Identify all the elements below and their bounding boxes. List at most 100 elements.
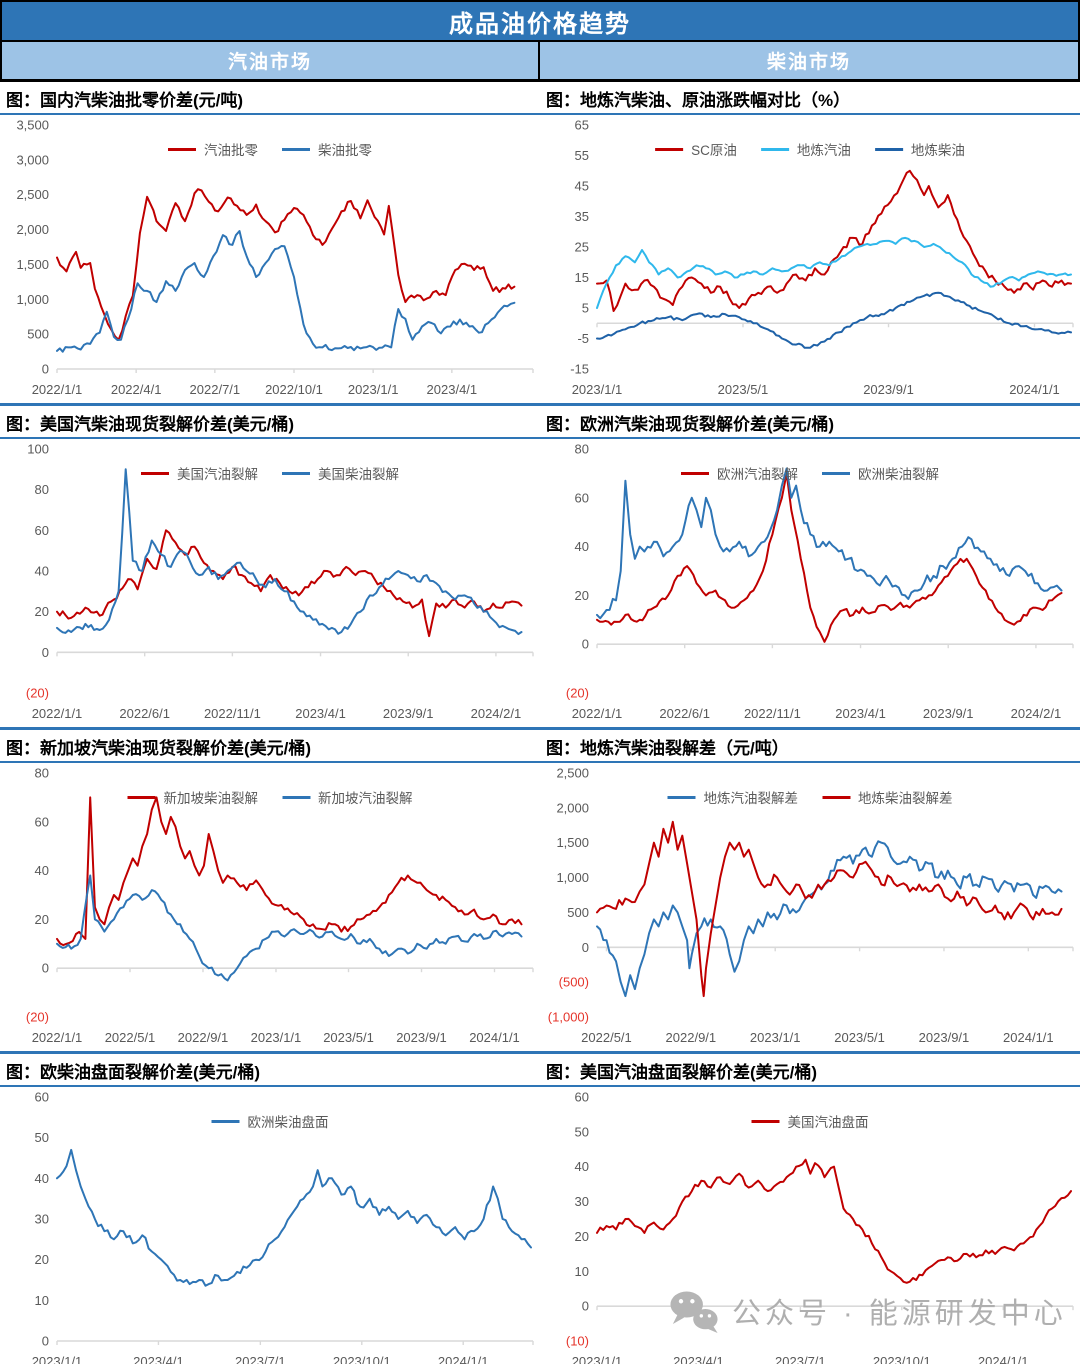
x-axis-label: 2023/4/1 [295, 706, 346, 721]
y-axis-label: 40 [575, 539, 589, 554]
chart-canvas-refinery-crack-spread: 2,500 2,000 1,500 1,000 500 0 (500) (1,000) 2022… [548, 766, 1074, 1045]
x-axis-label: 2022/11/1 [744, 706, 801, 721]
y-axis-label: 2,000 [556, 800, 589, 815]
x-axis-label: 2023/10/1 [873, 1354, 931, 1364]
legend-label: 美国汽油盘面 [787, 1115, 869, 1130]
series-line-1 [56, 468, 523, 636]
legend-swatch [282, 147, 310, 151]
legend-swatch [168, 147, 196, 151]
series-line-0 [56, 1148, 532, 1287]
legend-swatch [822, 471, 850, 475]
y-axis-label: 20 [35, 604, 49, 619]
x-axis-label: 2022/5/1 [581, 1030, 632, 1045]
y-axis-label: 100 [27, 442, 49, 457]
market-column-headers: 汽油市场 柴油市场 [0, 42, 1080, 82]
legend-label: 美国柴油裂解 [318, 467, 399, 482]
chart-row-3-titles: 图：新加坡汽柴油现货裂解价差(美元/桶) 图：地炼汽柴油裂解差（元/吨） [0, 730, 1080, 763]
chart-row-1: 图：国内汽柴油批零价差(元/吨) 图：地炼汽柴油、原油涨跌幅对比（%） 3,50… [0, 82, 1080, 406]
x-axis-label: 2023/10/1 [333, 1354, 391, 1364]
y-axis-label: 3,500 [16, 118, 49, 133]
y-axis-label: 500 [567, 905, 589, 920]
y-axis-label: 25 [575, 240, 589, 255]
x-axis-label: 2022/5/1 [105, 1030, 156, 1045]
chart-title-us-gasoline-futures-crack: 图：美国汽油盘面裂解价差(美元/桶) [546, 1063, 818, 1082]
chart-canvas-us-spot-crack: 100 80 60 40 20 0 (20) 2022/1/1 2022/6/1 2022/11/… [26, 442, 534, 721]
legend-item: 新加坡汽油裂解 [282, 787, 413, 807]
chart-us-gasoline-futures-crack: 60 50 40 30 20 10 0 (10) 2023/1/1 2023/4/1 2023/7/… [540, 1087, 1080, 1364]
series-line-1 [596, 467, 1063, 620]
y-axis-label: 2,500 [16, 187, 49, 202]
x-axis-label: 2022/1/1 [32, 382, 83, 397]
series-line-1 [596, 820, 1063, 998]
legend-label: 柴油批零 [318, 143, 372, 158]
legend-label: 地炼汽油裂解差 [703, 791, 799, 806]
x-axis-label: 2023/9/1 [863, 382, 914, 397]
y-axis-label: 40 [35, 564, 49, 579]
series-line-1 [596, 236, 1072, 309]
legend-swatch [141, 471, 169, 475]
y-axis-label: 35 [575, 209, 589, 224]
legend-swatch [822, 795, 850, 799]
x-axis-label: 2024/1/1 [978, 1354, 1029, 1364]
y-axis-label: (20) [26, 1010, 49, 1025]
x-axis-label: 2023/4/1 [673, 1354, 724, 1364]
y-axis-label: 80 [35, 482, 49, 497]
y-axis-label: 10 [35, 1293, 49, 1308]
legend-europe-diesel-futures-crack: 欧洲柴油盘面 [211, 1111, 329, 1131]
series-line-0 [56, 529, 523, 638]
x-axis-label: 2023/4/1 [427, 382, 478, 397]
legend-item: 美国汽油盘面 [751, 1111, 869, 1131]
page-title: 成品油价格趋势 [0, 0, 1080, 42]
x-axis-label: 2024/2/1 [471, 706, 522, 721]
chart-canvas-singapore-spot-crack: 80 60 40 20 0 (20) 2022/1/1 2022/5/1 2022/9/1 202… [26, 766, 534, 1045]
column-header-diesel-market: 柴油市场 [540, 42, 1078, 79]
y-axis-label: 60 [575, 490, 589, 505]
x-axis-label: 2022/4/1 [111, 382, 162, 397]
legend-item: 柴油批零 [282, 139, 372, 159]
x-axis-label: 2023/5/1 [323, 1030, 374, 1045]
y-axis-label: 2,500 [556, 766, 589, 781]
y-axis-label: (1,000) [548, 1010, 589, 1025]
legend-swatch [211, 1119, 240, 1123]
legend-item: 地炼柴油 [874, 139, 965, 159]
x-axis-label: 2023/1/1 [251, 1030, 302, 1045]
chart-canvas-europe-spot-crack: 80 60 40 20 0 (20) 2022/1/1 2022/6/1 2022/11/1 20… [566, 442, 1074, 721]
x-axis-label: 2024/1/1 [1009, 382, 1060, 397]
legend-label: 新加坡汽油裂解 [318, 791, 413, 806]
legend-europe-spot-crack: 欧洲汽油裂解 欧洲柴油裂解 [681, 463, 939, 483]
x-axis-label: 2023/4/1 [133, 1354, 184, 1364]
column-header-gasoline-market: 汽油市场 [2, 42, 540, 79]
legend-item: 欧洲汽油裂解 [681, 463, 798, 483]
y-axis-label: 55 [575, 148, 589, 163]
y-axis-label: 5 [582, 301, 589, 316]
legend-label: 地炼汽油 [796, 143, 851, 158]
y-axis-label: 40 [575, 1159, 589, 1174]
y-axis-label: 30 [575, 1194, 589, 1209]
legend-label: 欧洲柴油盘面 [247, 1115, 329, 1130]
y-axis-label: 60 [35, 523, 49, 538]
y-axis-label: 0 [582, 1299, 589, 1314]
chart-row-3: 图：新加坡汽柴油现货裂解价差(美元/桶) 图：地炼汽柴油裂解差（元/吨） 80 6… [0, 730, 1080, 1054]
y-axis-label: 60 [575, 1090, 589, 1105]
legend-item: 地炼汽油 [760, 139, 851, 159]
y-axis-label: -5 [577, 331, 589, 346]
x-axis-label: 2023/9/1 [923, 706, 974, 721]
legend-item: 欧洲柴油裂解 [822, 463, 939, 483]
y-axis-label: (20) [566, 686, 589, 701]
y-axis-label: -15 [570, 362, 589, 377]
chart-europe-diesel-futures-crack: 60 50 40 30 20 10 0 2023/1/1 2023/4/1 2023/7/1 202… [0, 1087, 540, 1364]
series-line-0 [56, 796, 523, 947]
legend-item: 美国汽油裂解 [141, 463, 258, 483]
x-axis-label: 2023/1/1 [572, 382, 623, 397]
legend-label: SC原油 [691, 143, 737, 158]
chart-title-europe-diesel-futures-crack: 图：欧柴油盘面裂解价差(美元/桶) [6, 1063, 261, 1082]
legend-singapore-spot-crack: 新加坡柴油裂解 新加坡汽油裂解 [127, 787, 413, 807]
y-axis-label: 50 [575, 1124, 589, 1139]
x-axis-label: 2023/9/1 [383, 706, 434, 721]
y-axis-label: 80 [35, 766, 49, 781]
chart-row-4-titles: 图：欧柴油盘面裂解价差(美元/桶) 图：美国汽油盘面裂解价差(美元/桶) [0, 1054, 1080, 1087]
chart-row-1-plots: 3,500 3,000 2,500 2,000 1,500 1,000 500 0 2022/1… [0, 115, 1080, 403]
legend-item: 地炼汽油裂解差 [667, 787, 799, 807]
series-line-1 [56, 874, 523, 982]
y-axis-label: 20 [35, 912, 49, 927]
